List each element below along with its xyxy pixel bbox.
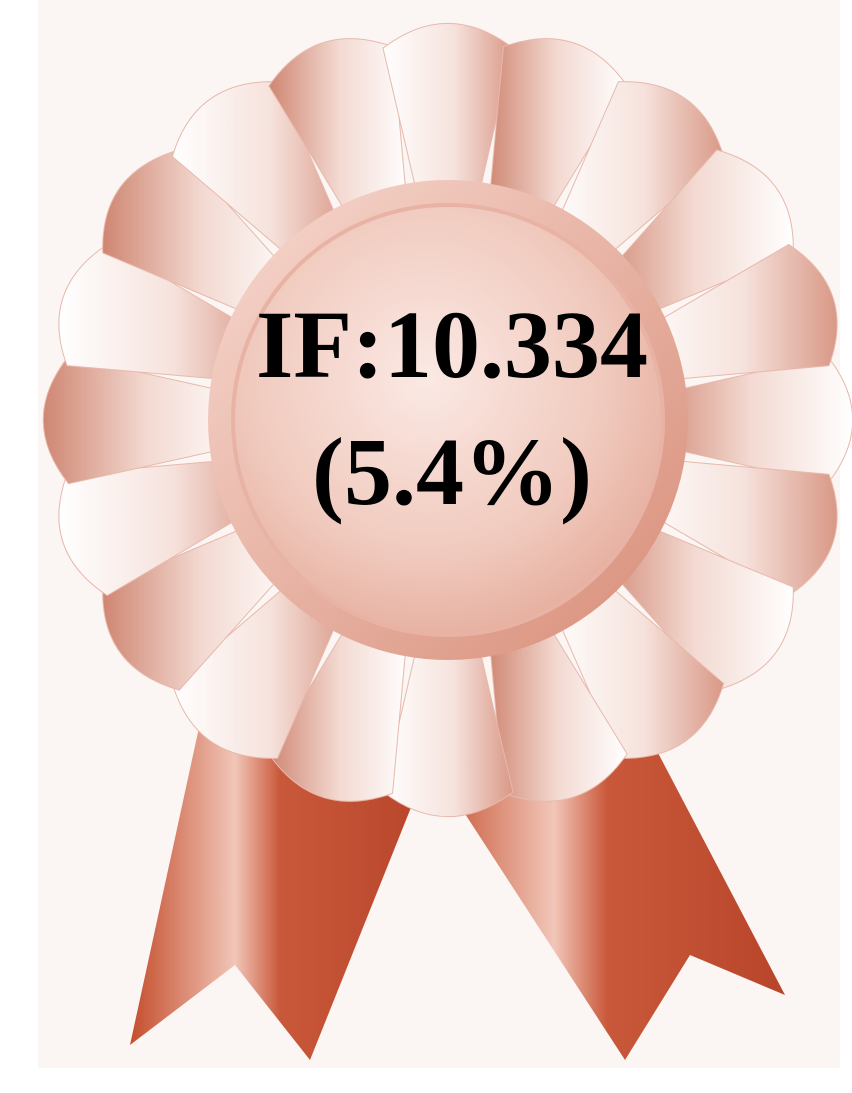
petal	[628, 243, 838, 383]
medallion	[231, 203, 665, 637]
badge-line-2: (5.4%)	[312, 418, 592, 525]
badge-line-1: IF:10.334	[256, 291, 648, 398]
petals	[42, 23, 852, 817]
